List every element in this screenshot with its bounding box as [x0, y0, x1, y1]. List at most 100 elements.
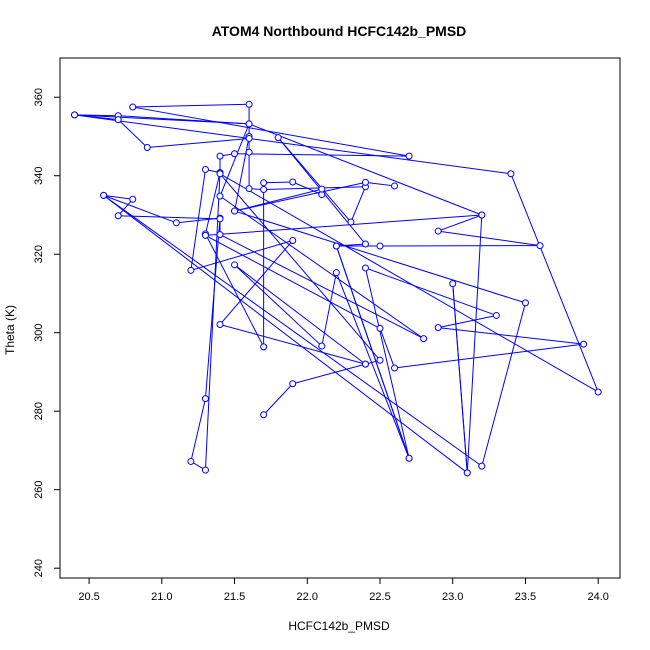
- y-tick-label: 240: [33, 559, 45, 577]
- data-point: [216, 215, 224, 223]
- data-point: [376, 356, 384, 364]
- series-segment: [219, 240, 294, 325]
- x-tick-label: 22.0: [297, 591, 318, 603]
- series-segment: [466, 214, 483, 473]
- x-tick-label: 21.0: [151, 591, 172, 603]
- data-point: [231, 207, 239, 215]
- series-segment: [234, 181, 366, 212]
- y-tick-label: 360: [33, 88, 45, 106]
- data-point: [332, 242, 340, 250]
- data-point: [245, 100, 253, 108]
- x-tick-label: 23.0: [442, 591, 463, 603]
- data-point: [361, 264, 369, 272]
- data-point: [361, 360, 369, 368]
- data-point: [391, 182, 399, 190]
- x-tick-label: 22.5: [369, 591, 390, 603]
- data-point: [449, 280, 457, 288]
- chart-title: ATOM4 Northbound HCFC142b_PMSD: [212, 23, 467, 39]
- data-point: [201, 395, 209, 403]
- series-segment: [219, 123, 250, 197]
- data-point: [434, 324, 442, 332]
- series-segment: [335, 272, 410, 459]
- x-tick-label: 21.5: [224, 591, 245, 603]
- series-segment: [394, 343, 584, 369]
- series-segment: [248, 123, 483, 216]
- series-segment: [205, 234, 381, 329]
- series-points: [71, 100, 602, 477]
- series-segment: [438, 214, 482, 232]
- series-segment: [481, 302, 526, 467]
- series-segment: [234, 264, 323, 347]
- x-axis: 20.5 21.0 21.5 22.0 22.5 23.0 23.5 24.0: [78, 578, 609, 603]
- series-segment: [103, 194, 133, 200]
- series-segment: [234, 264, 366, 365]
- series-segment: [219, 173, 599, 393]
- series-segment: [379, 328, 396, 369]
- data-point: [143, 143, 151, 151]
- data-point: [289, 380, 297, 388]
- data-point: [478, 211, 486, 219]
- series-segment: [234, 153, 410, 157]
- series-segment: [190, 169, 206, 271]
- series-segment: [147, 137, 250, 148]
- data-point: [521, 299, 529, 307]
- x-tick-label: 24.0: [587, 591, 608, 603]
- data-point: [376, 324, 384, 332]
- series-segment: [190, 240, 293, 271]
- data-point: [391, 364, 399, 372]
- data-point: [245, 148, 253, 156]
- data-point: [201, 466, 209, 474]
- series-segment: [335, 245, 410, 459]
- data-point: [100, 191, 108, 199]
- series-segment: [132, 106, 410, 157]
- series-segment: [117, 119, 148, 148]
- series-segment: [74, 114, 250, 125]
- series-segment: [234, 136, 250, 212]
- data-point: [260, 343, 268, 351]
- data-point: [274, 134, 282, 142]
- data-point: [216, 152, 224, 160]
- data-point: [187, 266, 195, 274]
- data-point: [347, 218, 355, 226]
- data-point: [245, 134, 253, 142]
- data-point: [245, 120, 253, 128]
- y-axis-label: Theta (K): [3, 305, 17, 355]
- data-point: [332, 269, 340, 277]
- series-segment: [103, 194, 468, 474]
- data-point: [71, 111, 79, 119]
- data-point: [492, 311, 500, 319]
- series-segment: [103, 194, 177, 224]
- data-point: [216, 192, 224, 200]
- data-point: [289, 178, 297, 186]
- data-point: [231, 150, 239, 158]
- data-point: [434, 227, 442, 235]
- data-point: [201, 231, 209, 239]
- x-tick-label: 23.5: [515, 591, 536, 603]
- series-segment: [364, 267, 410, 459]
- series-segment: [103, 194, 483, 467]
- data-point: [172, 219, 180, 227]
- series-segment: [205, 233, 265, 348]
- data-point: [405, 454, 413, 462]
- data-point: [361, 178, 369, 186]
- series-lines: [74, 103, 599, 474]
- y-tick-label: 300: [33, 324, 45, 342]
- data-point: [478, 462, 486, 470]
- data-point: [114, 116, 122, 124]
- x-tick-label: 20.5: [78, 591, 99, 603]
- data-point: [231, 261, 239, 269]
- series-segment: [365, 267, 497, 316]
- series-segment: [438, 314, 497, 329]
- y-tick-label: 280: [33, 402, 45, 420]
- data-point: [216, 231, 224, 239]
- data-point: [129, 195, 137, 203]
- y-tick-label: 260: [33, 481, 45, 499]
- data-point: [187, 457, 195, 465]
- data-point: [318, 342, 326, 350]
- plot-region: [59, 57, 621, 579]
- series-segment: [321, 272, 337, 347]
- data-point: [405, 152, 413, 160]
- data-point: [580, 340, 588, 348]
- data-point: [201, 165, 209, 173]
